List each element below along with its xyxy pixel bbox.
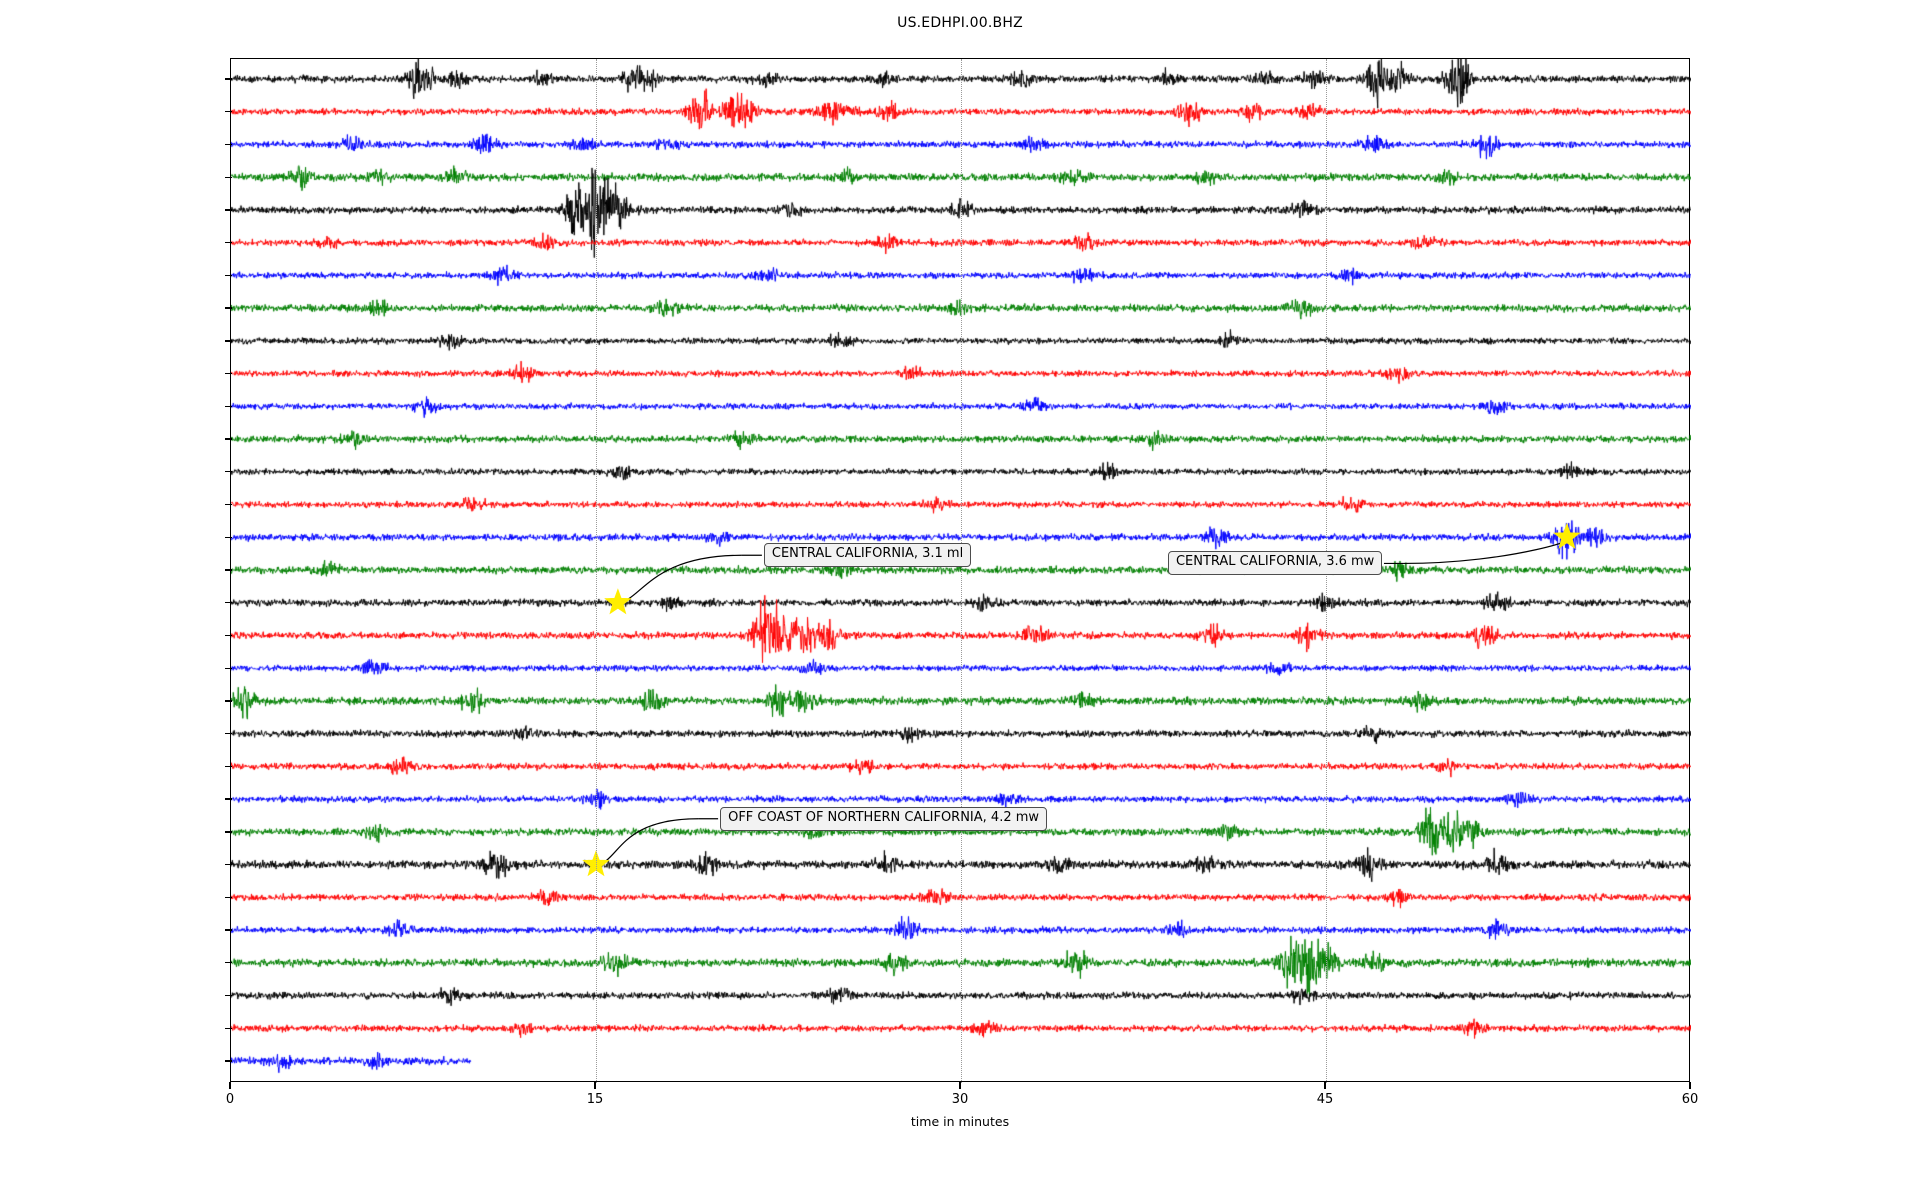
y-tick-mark <box>225 1060 232 1062</box>
x-tick-mark <box>229 1082 231 1089</box>
y-tick-mark <box>225 831 232 833</box>
x-tick-mark <box>959 1082 961 1089</box>
annotation-central-california-36mw[interactable]: CENTRAL CALIFORNIA, 3.6 mw <box>1167 551 1383 576</box>
y-tick-mark <box>225 667 232 669</box>
y-tick-mark <box>225 242 232 244</box>
x-axis: time in minutes 0 15 30 45 60 <box>226 1082 1698 1142</box>
x-tick-label: 15 <box>586 1092 604 1107</box>
y-tick-mark <box>225 274 232 277</box>
seismogram-traces-canvas <box>231 59 1691 1083</box>
y-tick-mark <box>225 733 232 735</box>
x-tick-label: 0 <box>225 1092 235 1107</box>
y-tick-mark <box>225 372 232 375</box>
y-tick-mark <box>225 962 232 964</box>
y-tick-mark <box>225 929 232 931</box>
y-tick-mark <box>225 896 232 898</box>
x-tick-mark <box>1324 1082 1326 1089</box>
y-tick-mark <box>225 700 232 702</box>
y-tick-mark <box>225 209 232 211</box>
plot-area[interactable]: CENTRAL CALIFORNIA, 3.1 ml CENTRAL CALIFO… <box>225 58 1691 1083</box>
annotation-off-coast-northern-california-42mw[interactable]: OFF COAST OF NORTHERN CALIFORNIA, 4.2 mw <box>720 806 1048 831</box>
y-tick-mark <box>225 438 232 440</box>
y-tick-mark <box>225 471 232 473</box>
annotation-central-california-31ml[interactable]: CENTRAL CALIFORNIA, 3.1 ml <box>763 543 972 568</box>
y-tick-mark <box>225 634 232 637</box>
y-tick-mark <box>225 78 232 80</box>
x-axis-title: time in minutes <box>910 1114 1010 1129</box>
y-tick-mark <box>225 765 232 768</box>
y-tick-mark <box>225 307 232 309</box>
y-tick-mark <box>225 994 232 997</box>
y-tick-mark <box>225 111 232 113</box>
y-tick-mark <box>225 405 232 407</box>
y-tick-mark <box>225 176 232 178</box>
y-tick-mark <box>225 569 232 571</box>
y-tick-mark <box>225 602 232 604</box>
y-tick-mark <box>225 798 232 800</box>
page-title: US.EDHPI.00.BHZ <box>897 15 1023 31</box>
y-axis: 00:00:0401:00:0402:00:0403:00:0404:00:04… <box>0 58 230 1082</box>
y-tick-mark <box>225 143 232 146</box>
y-tick-mark <box>225 340 232 342</box>
y-tick-mark <box>225 863 232 866</box>
x-tick-label: 45 <box>1316 1092 1334 1107</box>
x-tick-mark <box>594 1082 596 1089</box>
y-tick-mark <box>225 503 232 506</box>
x-tick-label: 60 <box>1681 1092 1699 1107</box>
y-tick-mark <box>225 536 232 538</box>
x-tick-mark <box>1689 1082 1691 1089</box>
y-tick-mark <box>225 1027 232 1029</box>
x-tick-label: 30 <box>951 1092 969 1107</box>
